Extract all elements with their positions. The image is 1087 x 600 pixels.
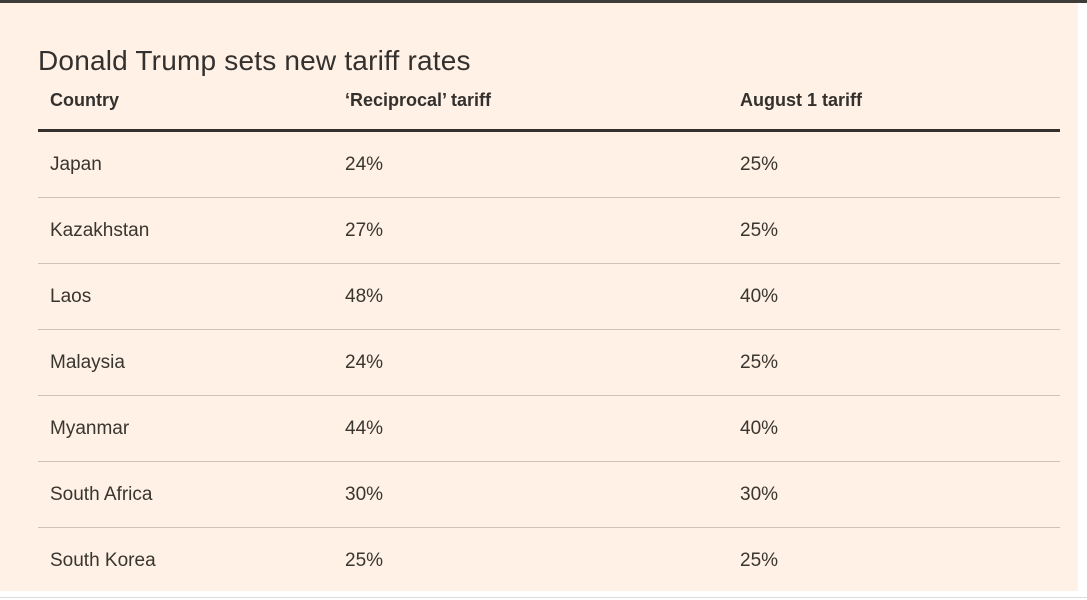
table-row: South Korea 25% 25% <box>38 527 1060 594</box>
country-cell: South Korea <box>50 549 156 571</box>
bottom-edge-line <box>0 597 1087 598</box>
august-1-tariff-cell: 25% <box>740 549 779 571</box>
table-row: Kazakhstan 27% 25% <box>38 197 1060 264</box>
country-cell: South Africa <box>50 483 153 505</box>
country-cell: Laos <box>50 285 92 307</box>
august-1-tariff-cell: 40% <box>740 285 779 307</box>
column-header-august-1-tariff: August 1 tariff <box>740 90 863 110</box>
table-header: Country ‘Reciprocal’ tariff August 1 tar… <box>38 71 1060 131</box>
column-header-country: Country <box>50 90 119 110</box>
reciprocal-tariff-cell: 44% <box>345 417 384 439</box>
chart-title: Donald Trump sets new tariff rates <box>38 44 471 76</box>
reciprocal-tariff-cell: 30% <box>345 483 384 505</box>
table-row: Japan 24% 25% <box>38 131 1060 198</box>
table-row: Laos 48% 40% <box>38 263 1060 330</box>
table-row: South Africa 30% 30% <box>38 461 1060 528</box>
top-border-line <box>0 0 1087 3</box>
table-row: Myanmar 44% 40% <box>38 395 1060 462</box>
august-1-tariff-cell: 30% <box>740 483 779 505</box>
column-header-reciprocal-tariff: ‘Reciprocal’ tariff <box>345 90 492 110</box>
chart-card: Donald Trump sets new tariff rates Count… <box>0 3 1078 591</box>
august-1-tariff-cell: 25% <box>740 219 779 241</box>
country-cell: Malaysia <box>50 351 125 373</box>
tariff-table: Country ‘Reciprocal’ tariff August 1 tar… <box>38 71 1060 593</box>
august-1-tariff-cell: 25% <box>740 351 779 373</box>
reciprocal-tariff-cell: 24% <box>345 153 384 175</box>
country-cell: Kazakhstan <box>50 219 150 241</box>
table-header-row: Country ‘Reciprocal’ tariff August 1 tar… <box>38 71 1060 131</box>
reciprocal-tariff-cell: 24% <box>345 351 384 373</box>
country-cell: Myanmar <box>50 417 130 439</box>
august-1-tariff-cell: 40% <box>740 417 779 439</box>
reciprocal-tariff-cell: 48% <box>345 285 384 307</box>
august-1-tariff-cell: 25% <box>740 153 779 175</box>
country-cell: Japan <box>50 153 102 175</box>
reciprocal-tariff-cell: 25% <box>345 549 384 571</box>
table-row: Malaysia 24% 25% <box>38 329 1060 396</box>
table-body: Japan 24% 25% Kazakhstan 27% 25% Laos 48… <box>38 131 1060 594</box>
reciprocal-tariff-cell: 27% <box>345 219 384 241</box>
